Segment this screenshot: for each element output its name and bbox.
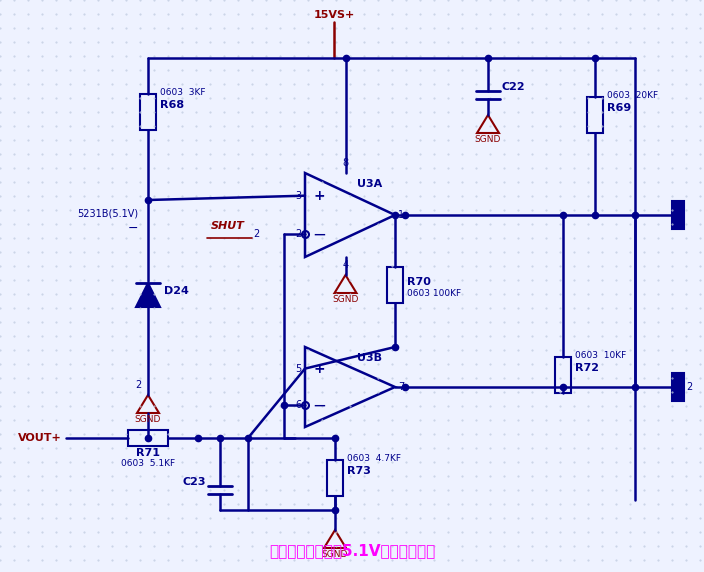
Text: R71: R71 (136, 448, 160, 458)
Text: 3: 3 (295, 190, 301, 201)
Bar (387, 267, 403, 303)
Bar (672, 373, 684, 401)
Text: 15VS+: 15VS+ (313, 10, 355, 20)
Text: +: + (313, 362, 325, 376)
Text: U3A: U3A (357, 179, 382, 189)
Bar (128, 430, 168, 446)
Text: 0603  5.1KF: 0603 5.1KF (121, 459, 175, 468)
Text: R69: R69 (607, 103, 631, 113)
Text: 0603 100KF: 0603 100KF (407, 289, 461, 298)
Text: R72: R72 (575, 363, 599, 373)
Text: −: − (312, 225, 326, 243)
Text: 正常工作时，低于5.1V，模块故障时: 正常工作时，低于5.1V，模块故障时 (269, 543, 435, 558)
Text: 2: 2 (136, 380, 142, 390)
Text: 0603  3KF: 0603 3KF (160, 88, 206, 97)
Text: 4: 4 (342, 260, 348, 270)
Text: C23: C23 (182, 477, 206, 487)
Text: +: + (313, 189, 325, 202)
Bar (587, 97, 603, 133)
Text: 2: 2 (686, 382, 692, 392)
Text: R70: R70 (407, 277, 431, 287)
Text: C22: C22 (502, 82, 526, 92)
Text: R68: R68 (160, 100, 184, 110)
Text: 2: 2 (253, 229, 259, 239)
Bar (327, 460, 343, 496)
Text: U3B: U3B (357, 353, 382, 363)
Text: −: − (312, 396, 326, 414)
Text: 8: 8 (342, 158, 348, 168)
Text: VOUT+: VOUT+ (18, 433, 62, 443)
Bar (140, 94, 156, 130)
Text: D24: D24 (164, 286, 189, 296)
Text: 0603  4.7KF: 0603 4.7KF (347, 454, 401, 463)
Bar (555, 357, 571, 393)
Text: SHUT: SHUT (211, 221, 245, 231)
Text: SGND: SGND (332, 295, 358, 304)
Text: R73: R73 (347, 466, 371, 476)
Polygon shape (136, 283, 160, 307)
Text: −: − (127, 222, 138, 235)
Text: 1: 1 (398, 210, 404, 220)
Text: 2: 2 (295, 229, 301, 239)
Text: SGND: SGND (134, 415, 161, 424)
Text: 5231B(5.1V): 5231B(5.1V) (77, 208, 138, 218)
Text: 5: 5 (295, 364, 301, 374)
Bar (672, 201, 684, 229)
Text: SGND: SGND (322, 550, 348, 559)
Text: 0603  10KF: 0603 10KF (575, 351, 627, 360)
Text: 0603  20KF: 0603 20KF (607, 91, 658, 100)
Text: 6: 6 (295, 400, 301, 410)
Text: 7: 7 (398, 382, 404, 392)
Text: SGND: SGND (474, 135, 501, 144)
